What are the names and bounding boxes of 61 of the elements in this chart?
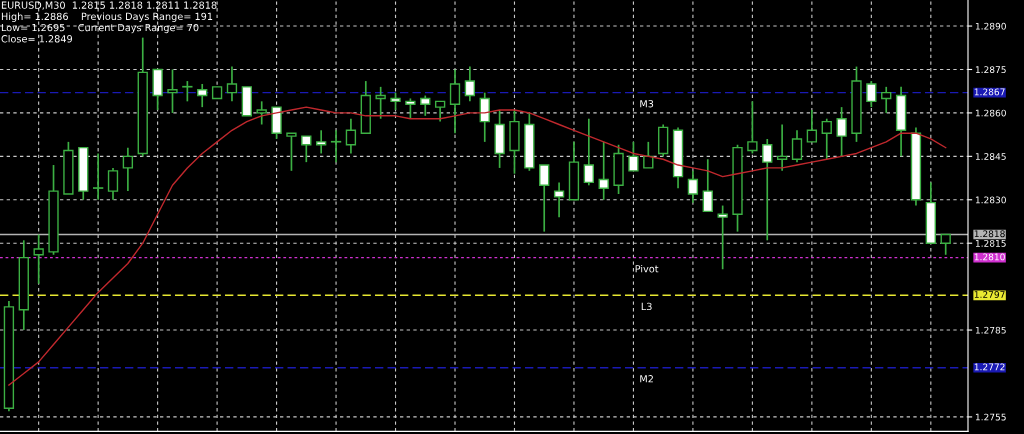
- annotation: Low= 1.2695 Current Days Range= 70: [1, 23, 199, 34]
- candlestick: [643, 141, 654, 169]
- candlestick: [167, 68, 178, 114]
- annotation: M3: [640, 100, 654, 108]
- y-tick-label: 1.2860: [975, 109, 1006, 117]
- candlestick: [702, 158, 713, 213]
- ref-line-label: 1.2797: [974, 291, 1005, 298]
- ref-line-label: 1.2810: [974, 253, 1005, 261]
- candlestick: [881, 86, 892, 114]
- y-tick-label: 1.2845: [975, 153, 1006, 160]
- line-series: [8, 106, 947, 386]
- candlestick: [434, 100, 446, 123]
- candlestick: [375, 86, 386, 120]
- candlestick: [762, 138, 773, 242]
- candlestick: [598, 141, 609, 201]
- y-tick-label: 1.2815: [975, 239, 1006, 247]
- candlestick: [256, 100, 267, 126]
- candlestick: [717, 204, 728, 271]
- ref-line-label: 1.2818: [974, 230, 1005, 238]
- candlestick: [226, 65, 238, 103]
- candlestick: [806, 109, 818, 143]
- candlestick: [836, 106, 847, 158]
- candlestick: [197, 83, 208, 108]
- candlestick: [791, 129, 803, 163]
- candlestick: [776, 123, 788, 172]
- ref-line-label: 1.2772: [974, 363, 1005, 371]
- candlestick: [92, 152, 104, 201]
- candlestick: [330, 129, 342, 163]
- candlestick: [345, 117, 357, 155]
- candlestick: [286, 132, 297, 172]
- candlestick: [539, 164, 550, 233]
- candlestick: [583, 117, 594, 187]
- candlestick: [628, 141, 639, 172]
- y-tick-label: 1.2755: [975, 413, 1006, 421]
- ref-line-label: 1.2867: [974, 88, 1005, 96]
- candlestick: [420, 94, 431, 117]
- candlestick: [821, 117, 832, 161]
- annotation: M2: [640, 375, 653, 383]
- y-tick-label: 1.2875: [975, 66, 1006, 74]
- y-tick-label: 1.2830: [975, 196, 1006, 204]
- candlestick: [316, 129, 327, 155]
- candlestick: [33, 233, 44, 285]
- candlestick: [301, 135, 312, 163]
- candlestick: [182, 80, 193, 103]
- candlestick: [405, 97, 416, 120]
- annotation: Close= 1.2849: [1, 34, 73, 43]
- candlestick: [122, 146, 134, 192]
- candlestick: [464, 65, 476, 103]
- candlestick: [940, 233, 951, 256]
- candlestick: [687, 169, 699, 204]
- candlestick: [866, 80, 877, 108]
- candlestick: [449, 68, 461, 135]
- candlestick: [553, 181, 565, 218]
- annotation: Pivot: [635, 264, 659, 273]
- candlestick: [747, 100, 758, 155]
- chart-title: EURUSD,M30 1.2815 1.2818 1.2811 1.2818: [1, 1, 217, 10]
- annotation: High= 1.2886 Previous Days Range= 191: [1, 12, 213, 22]
- y-tick-label: 1.2890: [975, 22, 1006, 30]
- y-tick-label: 1.2785: [975, 326, 1006, 334]
- annotation: L3: [641, 302, 652, 311]
- candlestick: [107, 167, 119, 201]
